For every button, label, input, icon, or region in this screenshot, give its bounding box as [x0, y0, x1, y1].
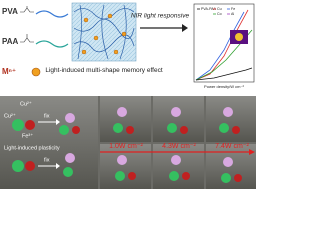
fix-label: fix	[44, 157, 50, 163]
red-flower	[25, 120, 35, 130]
polymer-legend: PVA PAA Mⁿ⁺	[2, 6, 69, 77]
metal-ions	[81, 13, 127, 55]
metal-ion-icon	[31, 67, 41, 77]
curve	[195, 11, 245, 81]
red-flower	[72, 126, 80, 134]
cu-label: Cu²⁺	[4, 112, 16, 119]
cu-label: Cu²⁺	[20, 100, 32, 107]
red-flower	[25, 161, 35, 171]
pink-flower	[65, 153, 75, 163]
photo	[100, 96, 151, 142]
fe-label: Fe³⁺	[22, 132, 33, 139]
green-flower	[12, 160, 24, 172]
green-flower	[12, 119, 24, 131]
power-label: 4.3W cm⁻²	[162, 143, 196, 150]
photo	[0, 96, 98, 189]
power-labels: 1.0W cm⁻² 4.3W cm⁻² 7.4W cm⁻²	[109, 143, 249, 150]
curve	[195, 67, 253, 81]
legend-label: PVA-PAA	[201, 7, 217, 11]
fix-arrowhead	[56, 163, 60, 169]
pva-label: PVA	[2, 7, 18, 16]
green-flower	[59, 125, 69, 135]
chart-xlabel: Power density/W cm⁻²	[204, 84, 245, 89]
thermal-spot	[235, 33, 243, 41]
network-box: Light-induced multi-shape memory effect	[45, 2, 163, 74]
green-flower	[63, 167, 73, 177]
metal-label: Mⁿ⁺	[2, 67, 16, 76]
curve	[195, 9, 249, 81]
paa-label: PAA	[2, 37, 19, 46]
pva-formula	[20, 6, 34, 13]
photo	[153, 96, 204, 142]
fix-label: fix	[44, 113, 50, 119]
inset-chart: PVA-PAA Cu Fe Co Al Power density/W cm⁻²	[193, 3, 255, 89]
pva-chain	[35, 10, 69, 18]
legend-label: Cu	[217, 7, 222, 11]
paa-chain	[35, 40, 69, 48]
photo	[153, 144, 204, 189]
legend-label: Al	[231, 12, 234, 16]
power-label: 7.4W cm⁻²	[215, 143, 249, 150]
polymer-network	[73, 4, 135, 60]
plasticity-label: Light-induced plasticity	[4, 145, 60, 151]
paa-formula	[20, 34, 34, 43]
photo	[206, 144, 256, 189]
graphical-abstract: PVA PAA Mⁿ⁺ Light-induced multi-shape me…	[0, 2, 256, 189]
memory-text: Light-induced multi-shape memory effect	[45, 67, 162, 74]
memory-line: Light-induced multi-shape memory effect	[45, 67, 162, 74]
nir-arrowhead	[182, 24, 188, 32]
chart-legend: PVA-PAA Cu Fe Co Al	[197, 7, 235, 16]
pink-flower	[65, 113, 75, 123]
nir-text: NIR light responsive	[131, 13, 190, 20]
photo	[100, 144, 151, 189]
legend-label: Fe	[231, 7, 235, 11]
fix-arrowhead	[56, 119, 60, 125]
power-arrowhead	[249, 149, 255, 155]
photo	[206, 96, 256, 142]
flowers	[12, 107, 242, 183]
power-label: 1.0W cm⁻²	[109, 143, 143, 150]
legend-label: Co	[217, 12, 222, 16]
